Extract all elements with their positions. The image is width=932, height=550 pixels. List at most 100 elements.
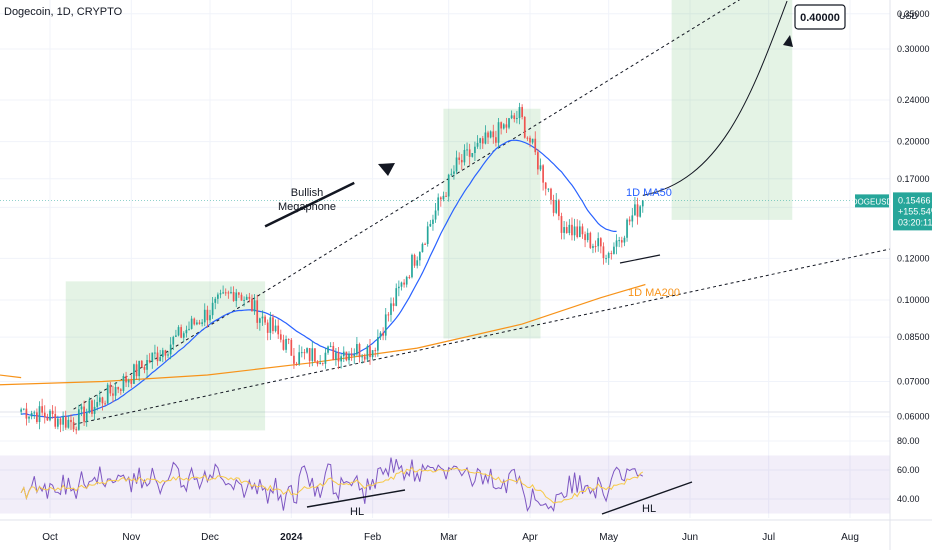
candle-body	[172, 336, 175, 345]
candle-body	[22, 408, 25, 410]
candle-body	[206, 309, 209, 321]
candle-body	[93, 406, 96, 414]
candle-body	[59, 418, 62, 425]
candle-body	[177, 327, 180, 336]
candle-body	[518, 107, 521, 119]
candle-body	[62, 416, 64, 425]
candle-body	[586, 232, 589, 241]
candle-body	[219, 293, 222, 295]
time-tick: Feb	[364, 532, 382, 543]
candle-body	[439, 197, 442, 200]
megaphone-upper	[73, 0, 741, 410]
candle-body	[227, 292, 230, 294]
candle-body	[505, 124, 508, 128]
candle-body	[36, 412, 38, 423]
megaphone-lower	[73, 248, 891, 425]
candle-body	[411, 254, 413, 278]
candle-body	[203, 309, 206, 323]
candle-body	[293, 355, 295, 364]
candle-body	[489, 131, 492, 138]
candle-body	[314, 348, 316, 362]
candle-body	[350, 353, 353, 357]
candle-body	[639, 206, 642, 217]
candle-body	[75, 429, 78, 431]
candle-body	[175, 335, 177, 337]
candle-body	[96, 402, 99, 407]
rsi-panel	[20, 457, 644, 513]
candle-body	[308, 348, 311, 361]
candle-body	[576, 226, 579, 238]
candle-body	[463, 149, 466, 163]
candle-body	[245, 296, 248, 300]
candle-body	[363, 356, 366, 360]
candle-body	[106, 384, 109, 404]
rsi-hl-line-1	[306, 489, 406, 508]
time-axis[interactable]: Oct Nov Dec 2024 Feb Mar Apr May Jun Jul Aug	[0, 519, 932, 543]
candle-body	[529, 137, 531, 143]
megaphone-trendlines	[73, 0, 891, 425]
candle-body	[578, 226, 581, 238]
candle-body	[356, 344, 358, 355]
candle-body	[599, 238, 602, 247]
candle-body	[88, 400, 91, 413]
rsi-tick: 60.00	[897, 465, 920, 475]
candle-body	[623, 237, 626, 243]
candle-body	[196, 322, 198, 325]
candle-body	[573, 226, 576, 236]
candle-body	[57, 418, 59, 427]
candle-body	[521, 107, 523, 118]
candle-body	[492, 131, 495, 138]
candle-body	[133, 364, 135, 384]
projection-arrowhead	[783, 35, 793, 47]
candle-body	[348, 353, 350, 361]
candle-body	[450, 173, 453, 175]
candle-body	[209, 315, 211, 321]
time-tick: Jun	[682, 532, 698, 543]
candle-body	[345, 351, 348, 361]
candle-body	[429, 223, 432, 227]
candle-body	[424, 243, 426, 245]
candle-body	[85, 412, 88, 422]
candle-body	[253, 300, 256, 312]
candle-body	[481, 138, 484, 144]
candle-body	[185, 329, 188, 334]
rsi-ma-line	[20, 466, 644, 504]
time-tick: Dec	[201, 532, 219, 543]
candle-body	[392, 303, 395, 306]
candle-body	[248, 296, 251, 299]
candle-body	[641, 200, 644, 207]
price-tick: 0.12000	[897, 253, 930, 263]
candle-body	[230, 292, 232, 294]
candle-body	[78, 409, 80, 430]
candle-body	[217, 294, 219, 299]
candle-body	[610, 253, 613, 255]
drawings: Bullish Megaphone 1D MA50 1D MA200 HL HL 0.400…	[264, 0, 846, 518]
candle-body	[169, 344, 172, 355]
candle-body	[374, 350, 377, 352]
candle-body	[49, 410, 51, 421]
candle-body	[335, 352, 337, 361]
candle-body	[114, 387, 117, 396]
candle-body	[510, 115, 513, 119]
candle-body	[290, 339, 293, 356]
candle-body	[64, 416, 67, 428]
candle-body	[547, 188, 550, 190]
candle-body	[581, 226, 584, 235]
chart-title: Dogecoin, 1D, CRYPTO	[4, 6, 123, 18]
candle-body	[560, 216, 563, 233]
time-tick: May	[599, 532, 618, 543]
pattern-label: Megaphone	[278, 201, 336, 213]
candle-body	[602, 246, 605, 259]
candles	[20, 102, 644, 435]
green-box	[443, 108, 541, 339]
candle-body	[101, 397, 104, 404]
candle-body	[91, 400, 93, 414]
candle-body	[523, 117, 526, 138]
candle-body	[190, 318, 193, 329]
candle-body	[109, 384, 112, 394]
candle-body	[146, 360, 148, 370]
candle-body	[327, 346, 329, 353]
candle-body	[636, 204, 639, 217]
